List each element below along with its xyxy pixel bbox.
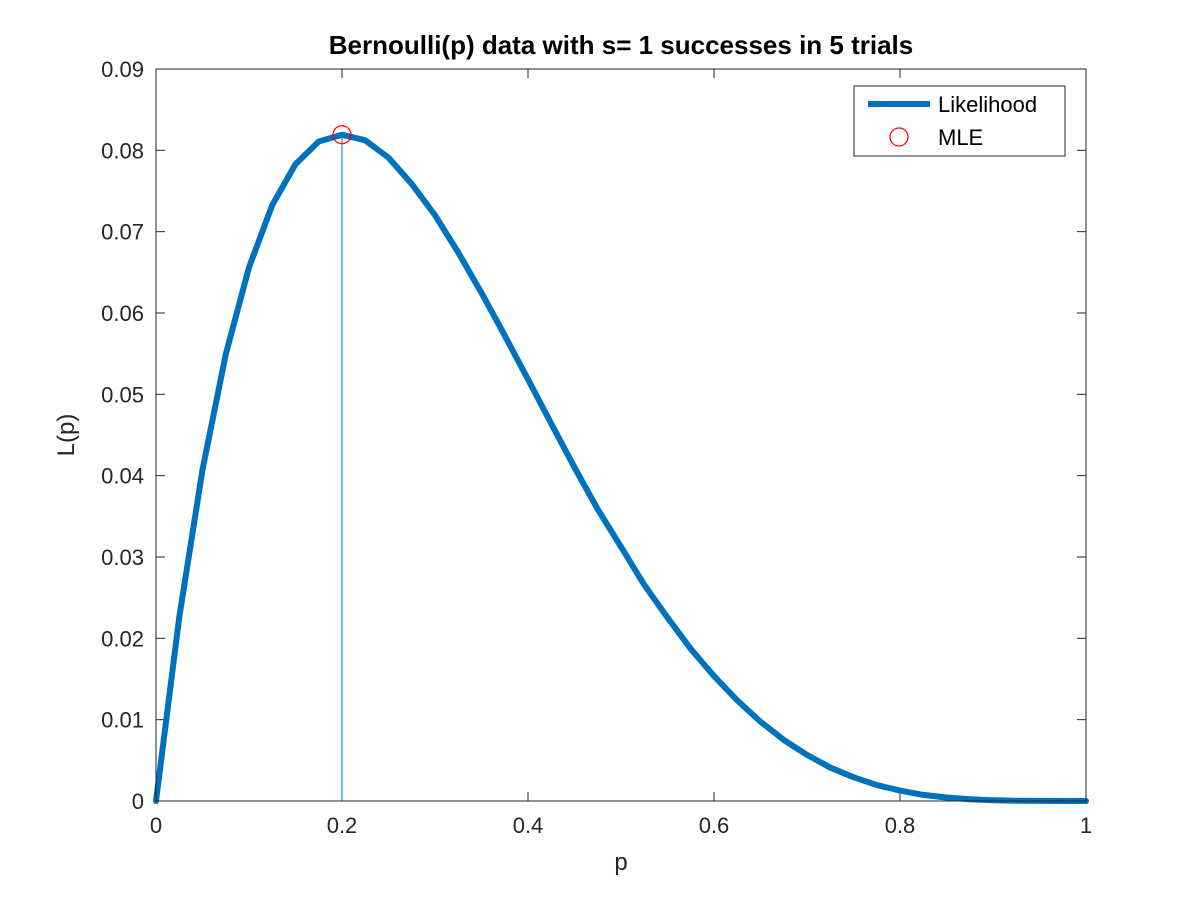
likelihood-series-line (153, 131, 1089, 804)
legend-likelihood-label: Likelihood (938, 92, 1037, 117)
y-axis-label: L(p) (53, 414, 80, 457)
legend: Likelihood MLE (853, 85, 1066, 157)
x-axis-ticks: 0 0.2 0.4 0.6 0.8 1 (150, 69, 1092, 838)
x-tick-label: 0.2 (327, 813, 358, 838)
y-tick-label: 0.02 (101, 626, 144, 651)
y-tick-label: 0.08 (101, 138, 144, 163)
legend-box (853, 85, 1066, 157)
legend-mle-label: MLE (938, 125, 983, 150)
y-tick-label: 0.07 (101, 220, 144, 245)
x-tick-label: 0.6 (699, 813, 730, 838)
y-tick-label: 0.06 (101, 301, 144, 326)
x-axis-label: p (614, 849, 627, 876)
y-tick-label: 0.01 (101, 708, 144, 733)
plot-area (156, 69, 1086, 801)
y-axis-ticks: 0 0.01 0.02 0.03 0.04 0.05 0.06 0.07 0.08 0.09 (101, 57, 1086, 814)
y-tick-label: 0 (132, 789, 144, 814)
x-tick-label: 0.4 (513, 813, 544, 838)
y-tick-label: 0.04 (101, 464, 144, 489)
chart-title: Bernoulli(p) data with s= 1 successes in… (329, 30, 913, 60)
axes-box (155, 68, 1087, 802)
y-tick-label: 0.05 (101, 382, 144, 407)
y-tick-label: 0.09 (101, 57, 144, 82)
x-tick-label: 0 (150, 813, 162, 838)
y-tick-label: 0.03 (101, 545, 144, 570)
mle-point (332, 125, 352, 145)
x-tick-label: 0.8 (885, 813, 916, 838)
x-tick-label: 1 (1080, 813, 1092, 838)
legend-mle-swatch (889, 127, 909, 147)
